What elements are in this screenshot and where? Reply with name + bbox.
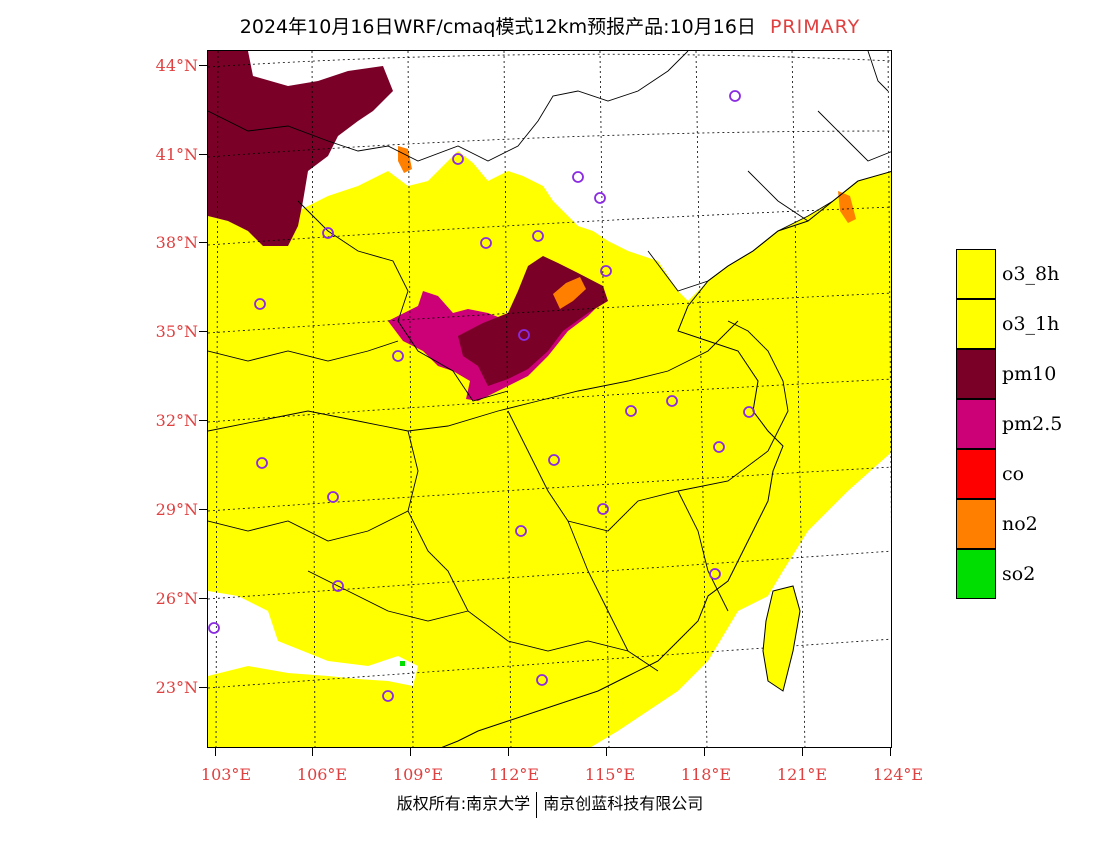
map-title-text: 2024年10月16日WRF/cmaq模式12km预报产品:10月16日 (239, 16, 756, 38)
lon-label-103: 103°E (200, 765, 252, 784)
lat-tick (199, 598, 207, 599)
no2-region-north (398, 146, 412, 173)
lat-label-44: 44°N (155, 56, 198, 75)
lat-tick (199, 509, 207, 510)
taiwan-outline (762, 585, 801, 692)
lat-label-23: 23°N (155, 678, 198, 697)
city-markers (208, 90, 755, 702)
legend-item-no2: no2 (956, 499, 1086, 549)
legend-label: so2 (1002, 563, 1036, 585)
lon-tick (704, 748, 705, 756)
legend-swatch (956, 549, 996, 599)
legend-item-o3-1h: o3_1h (956, 299, 1086, 349)
o3-region (208, 151, 891, 747)
legend-swatch (956, 499, 996, 549)
lon-label-121: 121°E (776, 765, 828, 784)
legend-swatch (956, 249, 996, 299)
lon-label-124: 124°E (872, 765, 924, 784)
clear-area-south (208, 591, 418, 686)
legend-swatch (956, 399, 996, 449)
lon-tick (802, 748, 803, 756)
so2-spot (400, 661, 405, 666)
legend-label: o3_1h (1002, 313, 1060, 335)
lon-tick (606, 748, 607, 756)
lon-label-106: 106°E (296, 765, 348, 784)
copyright-divider (536, 791, 538, 818)
copyright: 版权所有:南京大学 南京创蓝科技有限公司 (0, 790, 1100, 818)
lat-tick (199, 420, 207, 421)
legend-item-o3-8h: o3_8h (956, 249, 1086, 299)
pm10-region-northwest (208, 51, 393, 246)
legend-swatch (956, 349, 996, 399)
legend-item-co: co (956, 449, 1086, 499)
coastline (441, 171, 891, 747)
lat-tick (199, 242, 207, 243)
legend-label: co (1002, 463, 1025, 485)
legend-swatch (956, 299, 996, 349)
no2-region-northeast (838, 191, 856, 223)
clear-area-southeast (591, 452, 891, 747)
lat-label-29: 29°N (155, 500, 198, 519)
lat-tick (199, 65, 207, 66)
lon-label-109: 109°E (392, 765, 444, 784)
lon-tick (508, 748, 509, 756)
lon-tick (410, 748, 411, 756)
lon-tick (215, 748, 216, 756)
legend-label: pm2.5 (1002, 413, 1063, 435)
lon-tick (890, 748, 891, 756)
lon-label-112: 112°E (488, 765, 540, 784)
lat-label-35: 35°N (155, 322, 198, 341)
legend-item-pm10: pm10 (956, 349, 1086, 399)
lat-tick (199, 154, 207, 155)
copyright-right: 南京创蓝科技有限公司 (543, 794, 704, 813)
legend-label: o3_8h (1002, 263, 1060, 285)
legend-label: pm10 (1002, 363, 1057, 385)
map-canvas (208, 51, 891, 747)
lat-label-32: 32°N (155, 411, 198, 430)
lat-tick (199, 331, 207, 332)
primary-tag: PRIMARY (769, 16, 861, 38)
lat-label-26: 26°N (155, 589, 198, 608)
legend-item-pm25: pm2.5 (956, 399, 1086, 449)
legend-item-so2: so2 (956, 549, 1086, 599)
pollutant-map (207, 50, 892, 748)
lat-label-41: 41°N (155, 145, 198, 164)
lon-label-115: 115°E (584, 765, 636, 784)
legend-label: no2 (1002, 513, 1038, 535)
lat-label-38: 38°N (155, 233, 198, 252)
no2-region-central (553, 277, 586, 309)
map-title: 2024年10月16日WRF/cmaq模式12km预报产品:10月16日 PRIM… (0, 12, 1100, 39)
lat-tick (199, 687, 207, 688)
legend: o3_8h o3_1h pm10 pm2.5 co no2 so2 (956, 249, 1086, 599)
lon-label-118: 118°E (680, 765, 732, 784)
copyright-left: 版权所有:南京大学 (396, 794, 531, 813)
lon-tick (312, 748, 313, 756)
legend-swatch (956, 449, 996, 499)
